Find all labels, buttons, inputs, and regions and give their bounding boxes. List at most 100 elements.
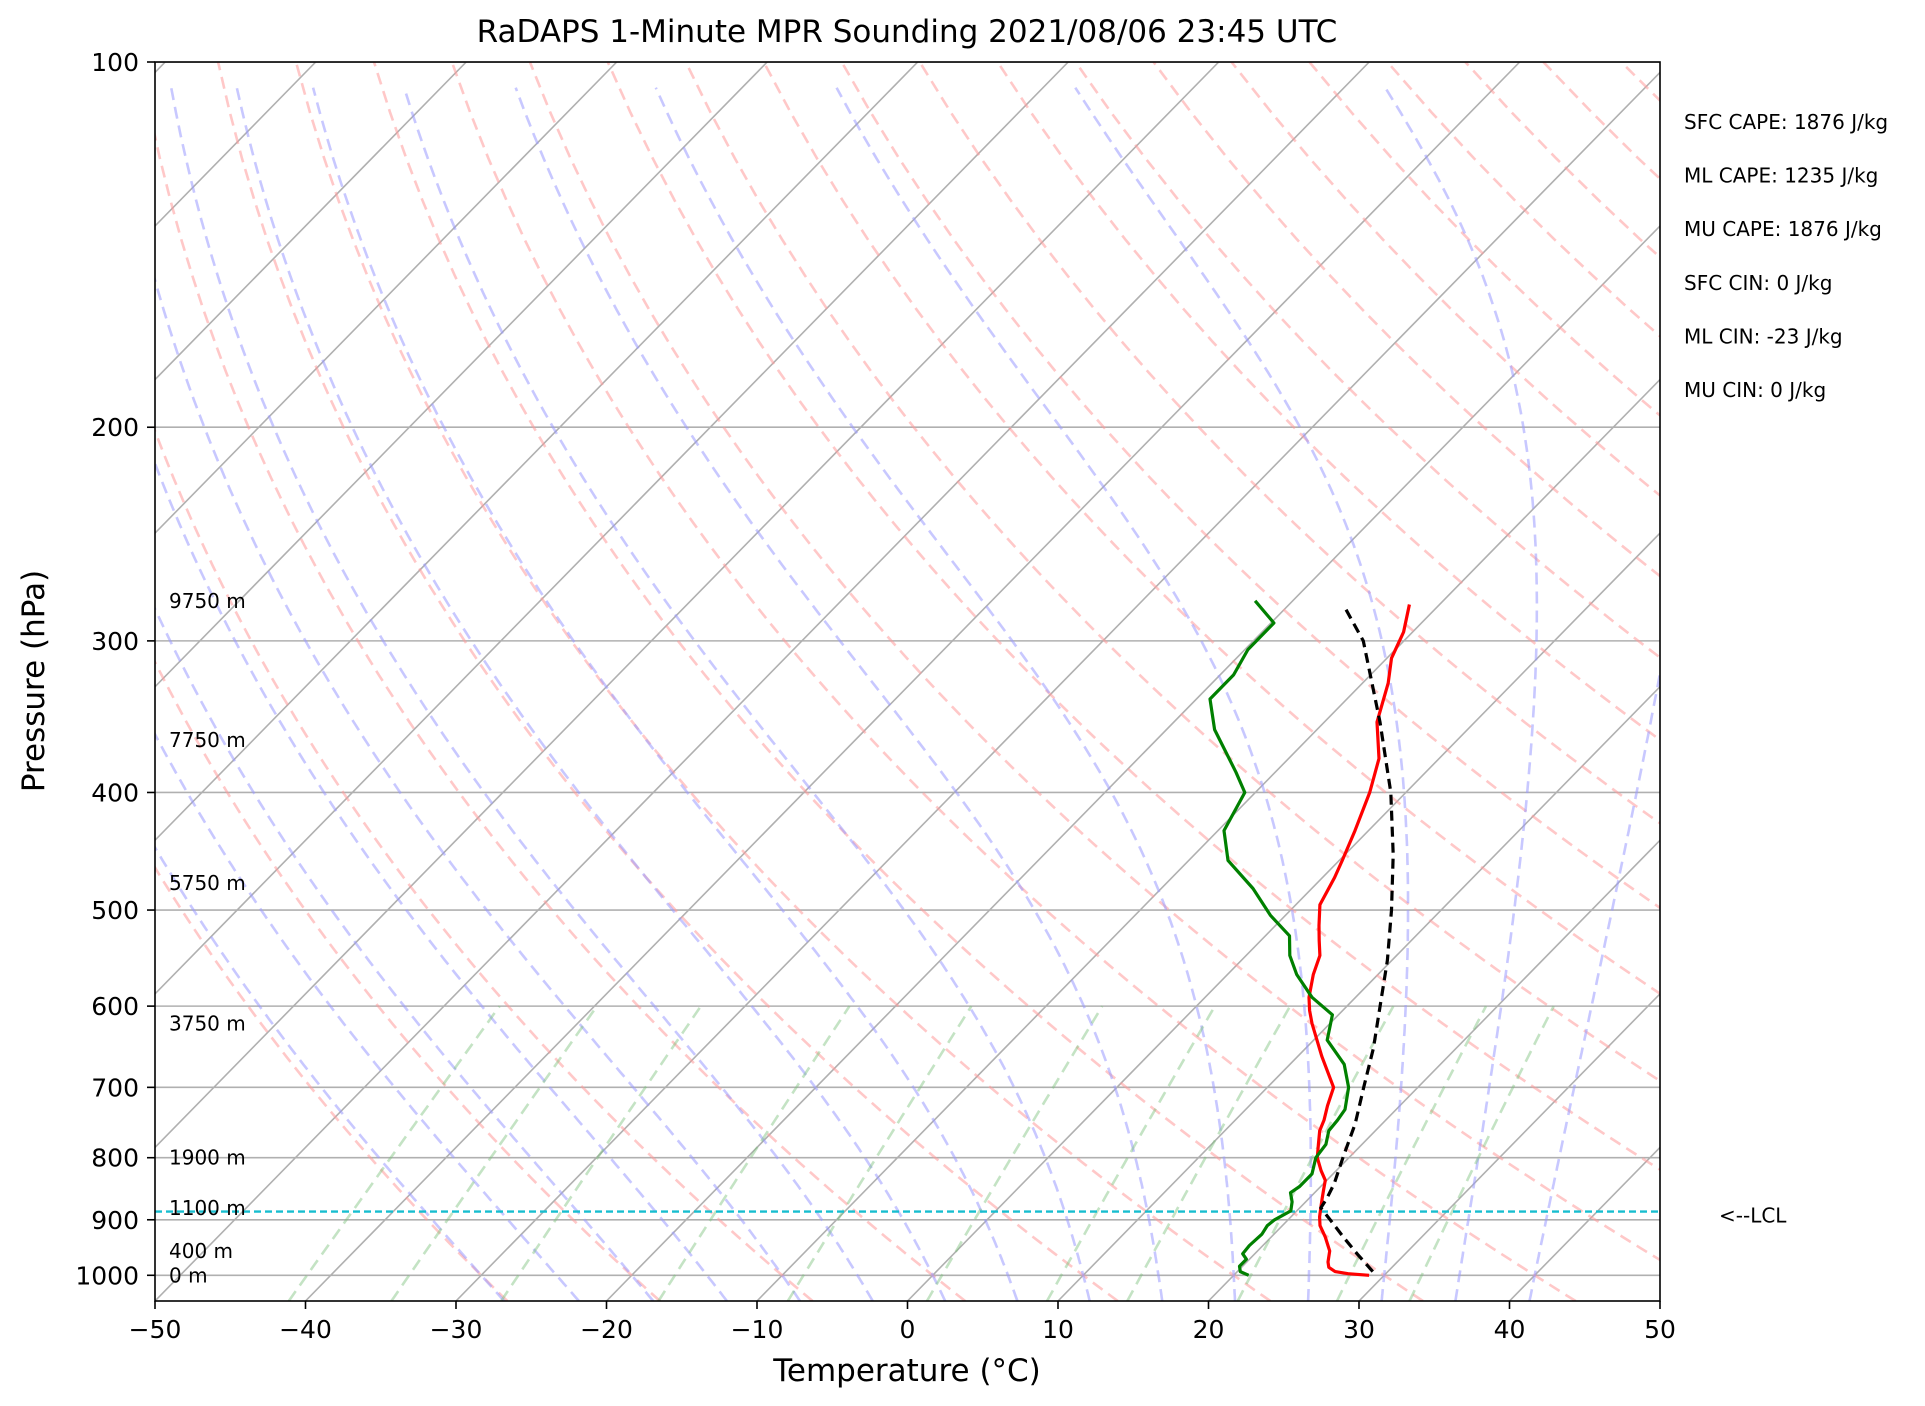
dry-adiabat xyxy=(216,62,1119,1301)
isotherm-line xyxy=(1057,685,1660,1301)
y-tick-label: 500 xyxy=(91,896,139,925)
dry-adiabat xyxy=(606,62,1660,1172)
height-label: 0 m xyxy=(169,1263,208,1287)
height-label: 3750 m xyxy=(169,1011,246,1035)
moist-adiabat xyxy=(155,731,580,1301)
mixing-ratio-line xyxy=(500,1005,702,1301)
moist-adiabat xyxy=(654,87,1237,1301)
dry-adiabat xyxy=(1152,62,1660,578)
mixing-ratio-line xyxy=(1408,1005,1555,1301)
x-axis-label: Temperature (°C) xyxy=(772,1353,1041,1389)
y-tick-label: 600 xyxy=(91,992,139,1021)
x-tick-label: 10 xyxy=(1042,1315,1074,1344)
x-tick-label: −50 xyxy=(129,1315,182,1344)
axes: −50 −40 −30 −20 −10 0 10 20 30 40 50 100 200 300 400 50… xyxy=(75,48,1676,1344)
dry-adiabat xyxy=(1386,62,1660,338)
dry-adiabat xyxy=(294,62,1272,1301)
mixing-ratio-line xyxy=(390,1005,599,1301)
isotherm-line xyxy=(0,62,15,1301)
parcel-path-line xyxy=(1319,603,1395,1273)
dry-adiabat xyxy=(155,865,509,1301)
dry-adiabat xyxy=(1699,62,1925,1301)
index-annotation: SFC CIN: 0 J/kg xyxy=(1684,271,1832,295)
y-axis-label: Pressure (hPa) xyxy=(16,570,52,792)
index-annotation: MU CIN: 0 J/kg xyxy=(1684,378,1826,402)
moist-adiabat xyxy=(155,845,506,1301)
height-label: 1900 m xyxy=(169,1146,246,1170)
mixing-ratio-line xyxy=(1045,1005,1217,1301)
x-tick-label: 20 xyxy=(1193,1315,1225,1344)
mixing-ratio-line xyxy=(925,1005,1104,1301)
dry-adiabat xyxy=(155,427,814,1301)
y-tick-label: 100 xyxy=(91,48,139,77)
x-tick-label: −40 xyxy=(279,1315,332,1344)
dry-adiabat xyxy=(1542,62,1660,181)
index-annotation: MU CAPE: 1876 J/kg xyxy=(1684,217,1882,241)
height-label: 7750 m xyxy=(169,728,246,752)
isotherm-line xyxy=(455,71,1660,1301)
lcl-label: <--LCL xyxy=(1719,1204,1787,1228)
y-tick-label: 900 xyxy=(91,1206,139,1235)
dry-adiabat xyxy=(918,62,1660,825)
isotherm-line xyxy=(906,531,1660,1301)
mixing-ratio-line xyxy=(657,1005,851,1301)
mixing-ratio-line xyxy=(786,1005,973,1301)
isotherm-line xyxy=(155,62,618,535)
moist-adiabat xyxy=(169,87,874,1301)
chart-title: RaDAPS 1-Minute MPR Sounding 2021/08/06 … xyxy=(477,14,1338,50)
isotherm-line xyxy=(1508,1146,1660,1301)
isotherm-line xyxy=(605,224,1660,1301)
x-tick-label: 0 xyxy=(900,1315,916,1344)
height-label: 9750 m xyxy=(169,589,246,613)
y-tick-label: 300 xyxy=(91,627,139,656)
mixing-ratio-line xyxy=(1335,1005,1488,1301)
dry-adiabat xyxy=(1620,62,1660,103)
isotherm-line xyxy=(756,378,1660,1301)
isotherm-line xyxy=(155,62,1220,1149)
dry-adiabat xyxy=(155,659,661,1301)
mixing-ratio-line xyxy=(287,1005,501,1301)
background-lines xyxy=(0,62,1925,1301)
moist-adiabat xyxy=(1384,87,1539,1301)
mixing-ratio-line xyxy=(1126,1005,1292,1301)
dry-adiabat xyxy=(996,62,1660,742)
isotherm-line xyxy=(1358,992,1660,1301)
moist-adiabat xyxy=(235,87,947,1301)
isotherm-line xyxy=(304,62,1521,1301)
isotherm-line xyxy=(1207,839,1660,1301)
x-tick-label: 50 xyxy=(1644,1315,1676,1344)
y-tick-label: 200 xyxy=(91,413,139,442)
isotherm-line xyxy=(155,62,919,842)
dry-adiabat xyxy=(1074,62,1660,660)
moist-adiabat xyxy=(402,87,1091,1301)
dry-adiabat xyxy=(1464,62,1660,260)
x-tick-label: −10 xyxy=(731,1315,784,1344)
isotherm-line xyxy=(1811,62,1925,1301)
index-annotation: ML CIN: -23 J/kg xyxy=(1684,324,1843,348)
x-tick-label: 40 xyxy=(1494,1315,1526,1344)
index-annotation: SFC CAPE: 1876 J/kg xyxy=(1684,110,1888,134)
x-tick-label: −30 xyxy=(430,1315,483,1344)
temperature-line xyxy=(1307,604,1411,1277)
y-tick-label: 700 xyxy=(91,1073,139,1102)
height-label: 5750 m xyxy=(169,871,246,895)
dry-adiabat xyxy=(762,62,1660,996)
dry-adiabat xyxy=(528,62,1660,1262)
isotherm-line xyxy=(155,62,1370,1301)
y-tick-label: 800 xyxy=(91,1144,139,1173)
dry-adiabat xyxy=(155,130,967,1301)
isotherm-line xyxy=(155,62,768,688)
height-label: 1100 m xyxy=(169,1196,246,1220)
isotherm-line xyxy=(155,62,467,381)
moist-adiabat xyxy=(514,87,1164,1301)
x-tick-label: 30 xyxy=(1343,1315,1375,1344)
isotherm-line xyxy=(155,62,1069,996)
dry-adiabat xyxy=(840,62,1660,910)
x-tick-label: −20 xyxy=(580,1315,633,1344)
plot-frame xyxy=(154,61,1661,1302)
isotherm-line xyxy=(1659,1299,1660,1301)
dry-adiabat xyxy=(450,62,1577,1301)
dry-adiabat xyxy=(372,62,1424,1301)
